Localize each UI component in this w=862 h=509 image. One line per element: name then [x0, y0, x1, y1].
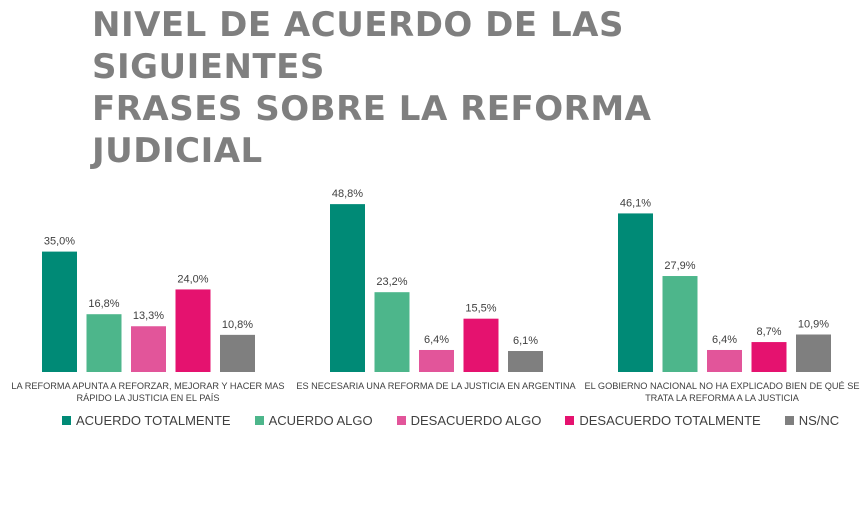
bar-5-3 — [796, 334, 831, 372]
bar-2-3 — [662, 276, 698, 372]
legend-item: NS/NC — [784, 413, 840, 428]
legend-label: ACUERDO ALGO — [268, 413, 373, 428]
bar-4-1 — [175, 289, 211, 372]
bar-1-3 — [618, 213, 653, 372]
chart-title-line-2: FRASES SOBRE LA REFORMA JUDICIAL — [92, 89, 652, 171]
data-label: 48,8% — [332, 188, 363, 200]
legend-label: DESACUERDO ALGO — [410, 413, 542, 428]
legend-swatch — [784, 416, 794, 425]
data-label: 27,9% — [664, 260, 695, 272]
data-label: 15,5% — [465, 303, 496, 315]
legend-label: DESACUERDO TOTALMENTE — [579, 413, 761, 428]
chart-title: NIVEL DE ACUERDO DE LAS SIGUIENTES FRASE… — [92, 4, 832, 172]
bar-5-2 — [508, 351, 543, 372]
bar-1-1 — [42, 251, 77, 372]
legend-item: ACUERDO TOTALMENTE — [62, 413, 231, 428]
bar-3-1 — [131, 326, 166, 372]
legend-label: ACUERDO TOTALMENTE — [76, 413, 231, 428]
data-label: 23,2% — [376, 276, 407, 288]
data-label: 10,8% — [222, 319, 253, 331]
bar-4-3 — [751, 342, 787, 372]
chart-title-line-1: NIVEL DE ACUERDO DE LAS SIGUIENTES — [92, 5, 624, 87]
data-label: 24,0% — [177, 273, 208, 285]
chart-legend: ACUERDO TOTALMENTE ACUERDO ALGO DESACUERDO… — [62, 413, 839, 428]
legend-item: ACUERDO ALGO — [254, 413, 373, 428]
legend-item: DESACUERDO TOTALMENTE — [565, 413, 761, 428]
data-label: 10,9% — [798, 319, 829, 331]
category-label: EL GOBIERNO NACIONAL NO HA EXPLICADO BIE… — [584, 381, 859, 391]
data-label: 8,7% — [756, 326, 781, 338]
data-label: 46,1% — [620, 197, 651, 209]
bar-4-2 — [463, 318, 499, 372]
legend-swatch — [254, 416, 264, 425]
legend-swatch — [396, 416, 406, 425]
legend-swatch — [565, 416, 575, 425]
bar-3-3 — [707, 349, 742, 372]
data-label: 6,4% — [424, 334, 449, 346]
data-label: 6,1% — [513, 335, 538, 347]
data-label: 16,8% — [88, 298, 119, 310]
bar-3-2 — [419, 349, 454, 372]
data-label: 35,0% — [44, 236, 75, 248]
category-label: TRATA LA REFORMA A LA JUSTICIA — [645, 393, 800, 403]
legend-item: DESACUERDO ALGO — [396, 413, 542, 428]
bar-1-2 — [330, 204, 365, 372]
category-label: ES NECESARIA UNA REFORMA DE LA JUSTICIA … — [296, 381, 576, 391]
data-label: 6,4% — [712, 334, 737, 346]
bar-2-2 — [374, 292, 410, 372]
data-label: 13,3% — [133, 310, 164, 322]
bar-2-1 — [86, 314, 122, 372]
legend-label: NS/NC — [798, 413, 840, 428]
category-label: LA REFORMA APUNTA A REFORZAR, MEJORAR Y … — [11, 381, 284, 391]
legend-swatch — [62, 416, 71, 425]
category-label: RÁPIDO LA JUSTICIA EN EL PAÍS — [77, 393, 220, 403]
bar-5-1 — [220, 334, 255, 372]
